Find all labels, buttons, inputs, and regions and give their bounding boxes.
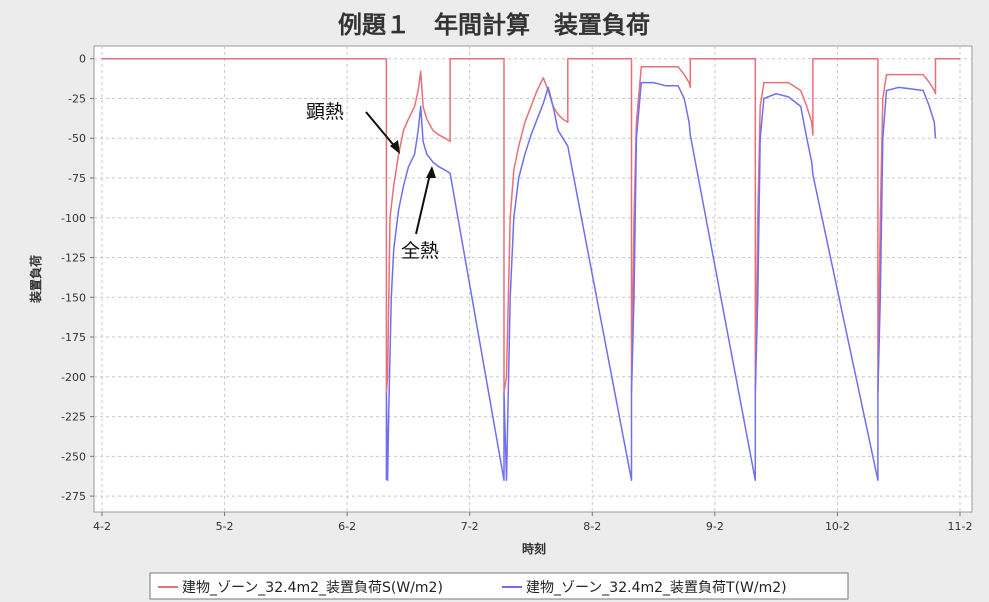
annotation-sensible: 顕熱 bbox=[306, 101, 344, 123]
chart-title: 例題１ 年間計算 装置負荷 bbox=[338, 11, 650, 39]
y-axis-label: 装置負荷 bbox=[28, 255, 43, 304]
y-tick-label: -100 bbox=[61, 212, 86, 225]
annotation-sensible-arrow-shaft bbox=[365, 111, 397, 149]
y-tick-label: -25 bbox=[68, 92, 86, 105]
legend-label-t: 建物_ゾーン_32.4m2_装置負荷T(W/m2) bbox=[526, 580, 787, 596]
x-tick-label: 7-2 bbox=[461, 520, 479, 533]
series-line-sensible bbox=[102, 57, 960, 394]
x-tick-label: 8-2 bbox=[583, 520, 601, 533]
annotation-total-arrow-head bbox=[426, 166, 436, 178]
annotation-total: 全熱 bbox=[401, 240, 439, 262]
series-line-total bbox=[385, 81, 937, 481]
y-tick-label: -200 bbox=[61, 371, 86, 384]
x-tick-label: 9-2 bbox=[706, 520, 724, 533]
x-tick-label: 10-2 bbox=[825, 520, 850, 533]
y-tick-label: -75 bbox=[68, 172, 86, 185]
y-tick-label: -150 bbox=[61, 291, 86, 304]
legend-label-s: 建物_ゾーン_32.4m2_装置負荷S(W/m2) bbox=[182, 580, 443, 596]
y-tick-label: 0 bbox=[79, 53, 86, 66]
x-tick-label: 6-2 bbox=[338, 520, 356, 533]
y-tick-label: -250 bbox=[61, 450, 86, 463]
y-tick-label: -225 bbox=[61, 411, 86, 424]
series-layer bbox=[102, 57, 960, 481]
x-axis-ticks: 4-2 5-2 6-2 7-2 8-2 9-2 10-2 11-2 bbox=[93, 512, 972, 533]
plot-area bbox=[93, 45, 973, 513]
y-tick-label: -275 bbox=[61, 490, 86, 503]
x-tick-label: 5-2 bbox=[216, 520, 234, 533]
grid-layer bbox=[94, 46, 972, 512]
y-tick-label: -125 bbox=[61, 252, 86, 265]
y-axis-ticks: 0 -25 -50 -75 -100 -125 -150 -175 -200 -225 -250 -2… bbox=[61, 53, 94, 503]
annotation-sensible-arrow-head bbox=[390, 140, 400, 154]
x-tick-label: 11-2 bbox=[948, 520, 973, 533]
x-axis-label: 時刻 bbox=[522, 541, 546, 556]
legend bbox=[149, 572, 849, 600]
annotation-total-arrow-shaft bbox=[415, 173, 431, 235]
y-tick-label: -175 bbox=[61, 331, 86, 344]
x-tick-label: 4-2 bbox=[93, 520, 111, 533]
y-tick-label: -50 bbox=[68, 132, 86, 145]
